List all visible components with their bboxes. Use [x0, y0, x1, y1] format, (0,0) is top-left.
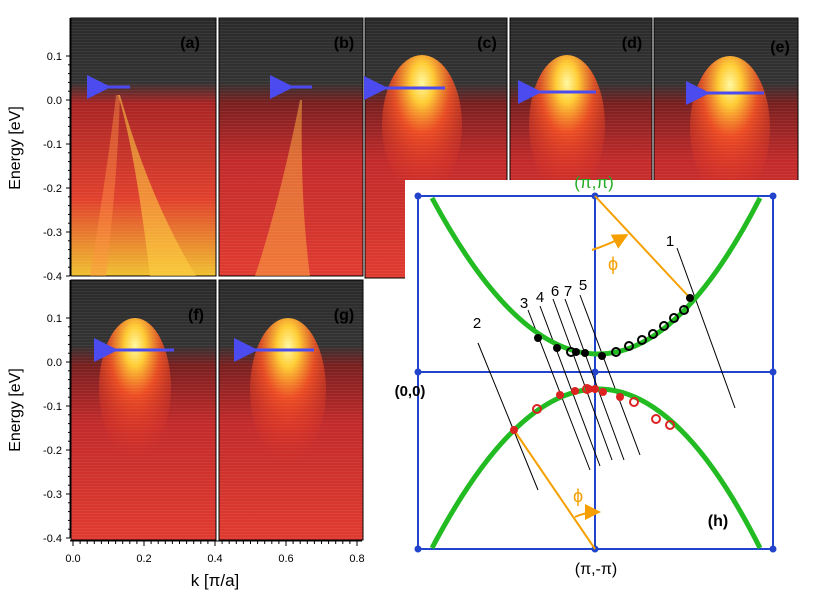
angle-label-lower: ϕ: [573, 486, 583, 506]
y-tick-label: -0.3: [43, 227, 62, 239]
angle-markers: [513, 195, 691, 550]
fermi-surface-upper: [429, 196, 763, 357]
x-tick-label: 0.8: [349, 553, 364, 565]
y-ticks-top: 0.1 0.0 -0.1 -0.2 -0.3 -0.4: [43, 51, 70, 283]
y-tick-label: 0.1: [47, 313, 62, 325]
panel-label: (g): [334, 307, 354, 324]
y-tick-label: 0.1: [47, 51, 62, 63]
point-label-pi-minus-pi: (π,-π): [575, 561, 618, 578]
cut-label: 5: [579, 277, 587, 294]
cut-label: 4: [536, 289, 544, 306]
y-tick-label: -0.4: [43, 533, 62, 545]
panel-h-brillouin-zone: ϕ ϕ: [395, 173, 805, 578]
panel-d: (d): [509, 17, 653, 279]
panel-label: (c): [477, 35, 497, 52]
cut-label: 3: [520, 295, 528, 312]
y-ticks-bottom: 0.1 0.0 -0.1 -0.2 -0.3 -0.4: [43, 313, 70, 545]
x-tick-label: 0.6: [278, 553, 293, 565]
y-axis-label-bottom: Energy [eV]: [7, 368, 24, 452]
panel-label: (b): [334, 35, 354, 52]
cut-label: 1: [666, 233, 674, 250]
panel-label: (f): [188, 307, 204, 324]
y-tick-label: -0.3: [43, 489, 62, 501]
panel-g: (g): [218, 279, 364, 541]
y-tick-label: 0.0: [47, 95, 62, 107]
y-tick-label: -0.2: [43, 445, 62, 457]
point-label-pi-pi: (π,π): [574, 173, 614, 192]
angle-label-upper: ϕ: [608, 254, 618, 274]
panel-label: (e): [770, 39, 790, 56]
y-tick-label: -0.1: [43, 401, 62, 413]
y-axis-top: 0.1 0.0 -0.1 -0.2 -0.3 -0.4: [43, 18, 71, 283]
y-tick-label: -0.4: [43, 271, 62, 283]
y-tick-label: -0.1: [43, 139, 62, 151]
y-axis-bottom: 0.1 0.0 -0.1 -0.2 -0.3 -0.4: [43, 280, 71, 545]
x-tick-label: 0.4: [207, 553, 222, 565]
x-axis-label: k [π/a]: [191, 571, 240, 590]
cut-label: 2: [473, 315, 481, 332]
panel-label: (d): [622, 35, 642, 52]
x-tick-label: 0.0: [65, 553, 80, 565]
bz-corner-dots: [414, 192, 777, 553]
x-axis: 0.0 0.2 0.4 0.6 0.8: [65, 540, 365, 565]
y-tick-label: 0.0: [47, 357, 62, 369]
cut-label: 6: [551, 283, 559, 300]
panel-f: (f): [70, 279, 217, 541]
panel-label: (a): [180, 35, 200, 52]
panel-label: (h): [708, 513, 728, 530]
cut-label: 7: [564, 283, 572, 300]
y-axis-label-top: Energy [eV]: [7, 106, 24, 190]
panel-a: (a): [70, 17, 217, 277]
y-tick-label: -0.2: [43, 183, 62, 195]
x-tick-label: 0.2: [136, 553, 151, 565]
point-label-origin: (0,0): [395, 383, 426, 400]
panel-b: (b): [218, 17, 364, 277]
upper-open-points: [566, 305, 689, 357]
lower-open-points: [532, 384, 675, 430]
